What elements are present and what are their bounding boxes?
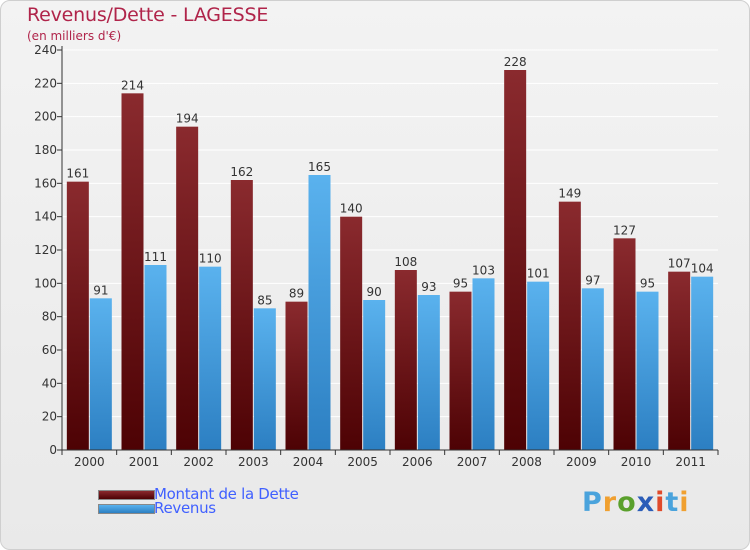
- legend-label-debt: Montant de la Dette: [154, 485, 299, 503]
- y-tick-label: 220: [34, 76, 57, 90]
- bar-revenus: [691, 276, 714, 450]
- y-tick-label: 20: [42, 410, 57, 424]
- bar-dette: [176, 126, 199, 451]
- y-tick-label: 160: [34, 176, 57, 190]
- data-label-dette: 149: [558, 187, 581, 201]
- data-label-revenus: 101: [527, 267, 550, 281]
- y-tick-label: 180: [34, 143, 57, 157]
- data-label-revenus: 103: [472, 263, 495, 277]
- data-label-revenus: 91: [93, 283, 108, 297]
- data-label-dette: 107: [668, 257, 691, 271]
- x-tick-label: 2007: [457, 455, 488, 469]
- bar-revenus: [527, 281, 550, 450]
- data-label-revenus: 165: [308, 160, 331, 174]
- legend-label-revenus: Revenus: [154, 499, 216, 517]
- logo-letter: i: [679, 487, 690, 518]
- y-tick-label: 60: [42, 343, 57, 357]
- data-label-dette: 89: [289, 287, 304, 301]
- data-label-dette: 162: [230, 165, 253, 179]
- proxiti-logo: Proxiti: [582, 487, 690, 518]
- x-tick-label: 2008: [511, 455, 542, 469]
- x-tick-label: 2001: [129, 455, 160, 469]
- x-tick-label: 2000: [74, 455, 105, 469]
- data-label-dette: 127: [613, 223, 636, 237]
- x-tick-label: 2004: [293, 455, 324, 469]
- data-label-dette: 108: [394, 255, 417, 269]
- x-tick-label: 2009: [566, 455, 597, 469]
- data-label-revenus: 110: [199, 252, 222, 266]
- bar-revenus: [581, 288, 604, 450]
- y-tick-label: 200: [34, 110, 57, 124]
- bar-revenus: [89, 298, 112, 450]
- data-label-dette: 140: [340, 202, 363, 216]
- x-tick-label: 2010: [621, 455, 652, 469]
- data-label-revenus: 104: [691, 262, 714, 276]
- bar-dette: [340, 216, 363, 450]
- bar-revenus: [636, 291, 659, 450]
- bar-revenus: [308, 175, 331, 450]
- bar-revenus: [199, 266, 222, 450]
- bar-revenus: [363, 300, 386, 450]
- logo-letter: r: [602, 487, 618, 518]
- bar-dette: [66, 181, 89, 450]
- logo-letter: o: [617, 487, 637, 518]
- y-tick-label: 140: [34, 210, 57, 224]
- chart-title: Revenus/Dette - LAGESSE: [27, 4, 269, 26]
- bar-dette: [613, 238, 636, 450]
- bar-dette: [394, 270, 417, 450]
- data-label-revenus: 85: [257, 293, 272, 307]
- data-label-revenus: 90: [367, 285, 382, 299]
- data-label-revenus: 97: [585, 273, 600, 287]
- x-tick-label: 2002: [183, 455, 214, 469]
- logo-letter: t: [665, 487, 680, 518]
- data-label-dette: 214: [121, 78, 144, 92]
- bar-dette: [285, 301, 308, 450]
- y-tick-label: 40: [42, 376, 57, 390]
- logo-letter: x: [636, 487, 656, 518]
- data-label-revenus: 95: [640, 277, 655, 291]
- x-tick-label: 2011: [675, 455, 706, 469]
- data-label-dette: 228: [504, 55, 527, 69]
- x-tick-label: 2003: [238, 455, 269, 469]
- bar-dette: [121, 93, 144, 450]
- bar-revenus: [472, 278, 495, 450]
- x-tick-label: 2005: [347, 455, 378, 469]
- bar-revenus: [144, 265, 167, 450]
- bar-revenus: [417, 295, 440, 450]
- data-label-revenus: 111: [144, 250, 167, 264]
- legend-swatch-revenus: [98, 504, 155, 514]
- y-tick-label: 80: [42, 310, 57, 324]
- bar-revenus: [253, 308, 276, 450]
- y-tick-label: 0: [49, 443, 57, 457]
- chart-subtitle: (en milliers d'€): [27, 29, 122, 43]
- y-tick-label: 100: [34, 276, 57, 290]
- data-label-dette: 194: [176, 112, 199, 126]
- y-tick-label: 240: [34, 43, 57, 57]
- bar-dette: [449, 291, 472, 450]
- data-label-dette: 95: [453, 277, 468, 291]
- logo-letter: P: [582, 487, 603, 518]
- bar-dette: [230, 180, 253, 450]
- bar-dette: [504, 70, 527, 450]
- y-tick-label: 120: [34, 243, 57, 257]
- data-label-dette: 161: [66, 167, 89, 181]
- x-tick-label: 2006: [402, 455, 433, 469]
- data-label-revenus: 93: [421, 280, 436, 294]
- legend-swatch-debt: [98, 490, 155, 500]
- bar-dette: [558, 201, 581, 450]
- logo-letter: i: [655, 487, 666, 518]
- bar-dette: [668, 271, 691, 450]
